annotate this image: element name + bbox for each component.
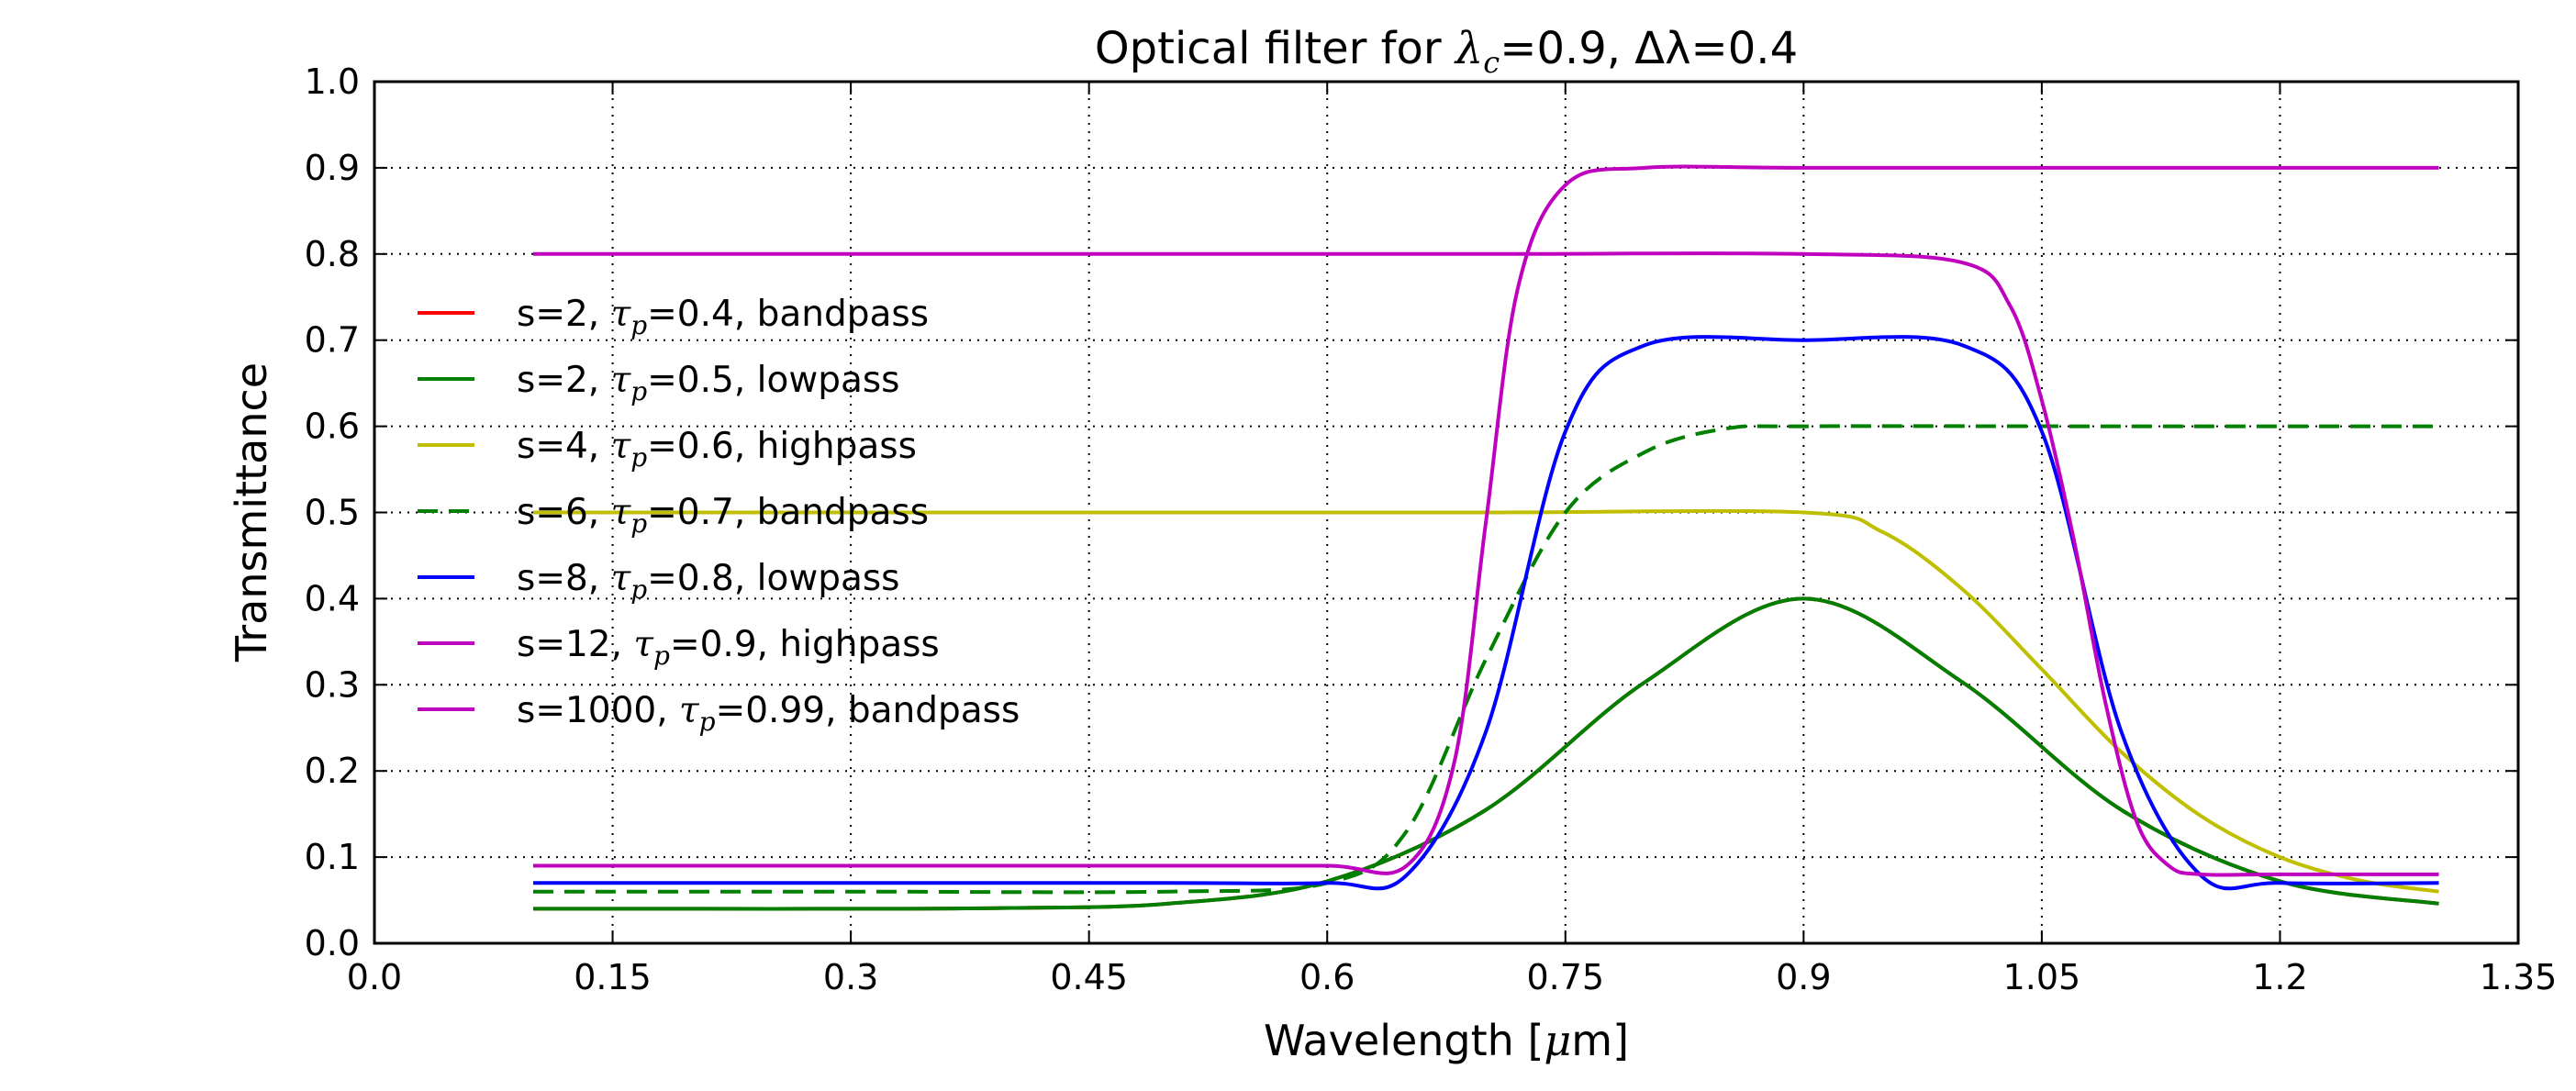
series-line-5 [533,335,2439,891]
y-tick-label: 0.1 [305,837,360,877]
x-tick-label: 0.6 [1299,957,1355,997]
y-tick-label: 0.6 [305,406,360,447]
x-tick-label: 1.35 [2480,957,2558,997]
legend-item: s=1000, τp=0.99, bandpass [418,690,1020,737]
legend-item: s=4, τp=0.6, highpass [418,426,917,473]
legend-label: s=2, τp=0.4, bandpass [517,294,929,340]
legend-label: s=6, τp=0.7, bandpass [517,492,929,539]
x-tick-label: 0.0 [347,957,402,997]
y-tick-label: 0.9 [305,148,360,188]
x-tick-label: 0.3 [823,957,878,997]
series-line-3 [533,508,2439,894]
legend-label: s=12, τp=0.9, highpass [517,624,940,671]
legend-label: s=1000, τp=0.99, bandpass [517,690,1020,737]
series-line-7 [533,251,2439,877]
legend: s=2, τp=0.4, bandpass s=2, τp=0.5, lowpas… [418,294,1020,737]
legend-item: s=12, τp=0.9, highpass [418,624,940,671]
y-tick-label: 1.0 [305,61,360,102]
legend-item: s=6, τp=0.7, bandpass [418,492,929,539]
legend-item: s=2, τp=0.5, lowpass [418,360,900,406]
y-tick-label: 0.8 [305,234,360,274]
y-tick-label: 0.7 [305,320,360,361]
tick-labels: 0.0 0.15 0.3 0.45 0.6 0.75 0.9 1.05 1.2 1.35 0.0 0.… [305,61,2558,997]
chart-title: Optical filter for λc=0.9, Δλ=0.4 [1095,23,1798,80]
y-axis-label: Transmittance [227,362,276,662]
legend-label: s=8, τp=0.8, lowpass [517,558,900,605]
legend-item: s=8, τp=0.8, lowpass [418,558,900,605]
x-tick-label: 0.15 [574,957,652,997]
x-tick-label: 0.45 [1050,957,1128,997]
x-tick-label: 0.9 [1776,957,1831,997]
y-tick-label: 0.2 [305,751,360,791]
y-tick-label: 0.4 [305,578,360,618]
series-line-4 [533,424,2439,895]
ticks [374,81,2519,944]
series-line-6 [533,164,2439,875]
legend-item: s=2, τp=0.4, bandpass [418,294,929,340]
legend-label: s=4, τp=0.6, highpass [517,426,917,473]
x-axis-label: Wavelength [μm] [1264,1016,1629,1065]
x-tick-label: 1.2 [2252,957,2307,997]
x-tick-label: 0.75 [1526,957,1604,997]
series-line-2 [532,596,2439,911]
y-tick-label: 0.3 [305,664,360,705]
x-tick-label: 1.05 [2003,957,2081,997]
y-tick-label: 0.5 [305,493,360,533]
legend-label: s=2, τp=0.5, lowpass [517,360,900,406]
series-layer [532,164,2439,911]
y-tick-label: 0.0 [305,923,360,963]
